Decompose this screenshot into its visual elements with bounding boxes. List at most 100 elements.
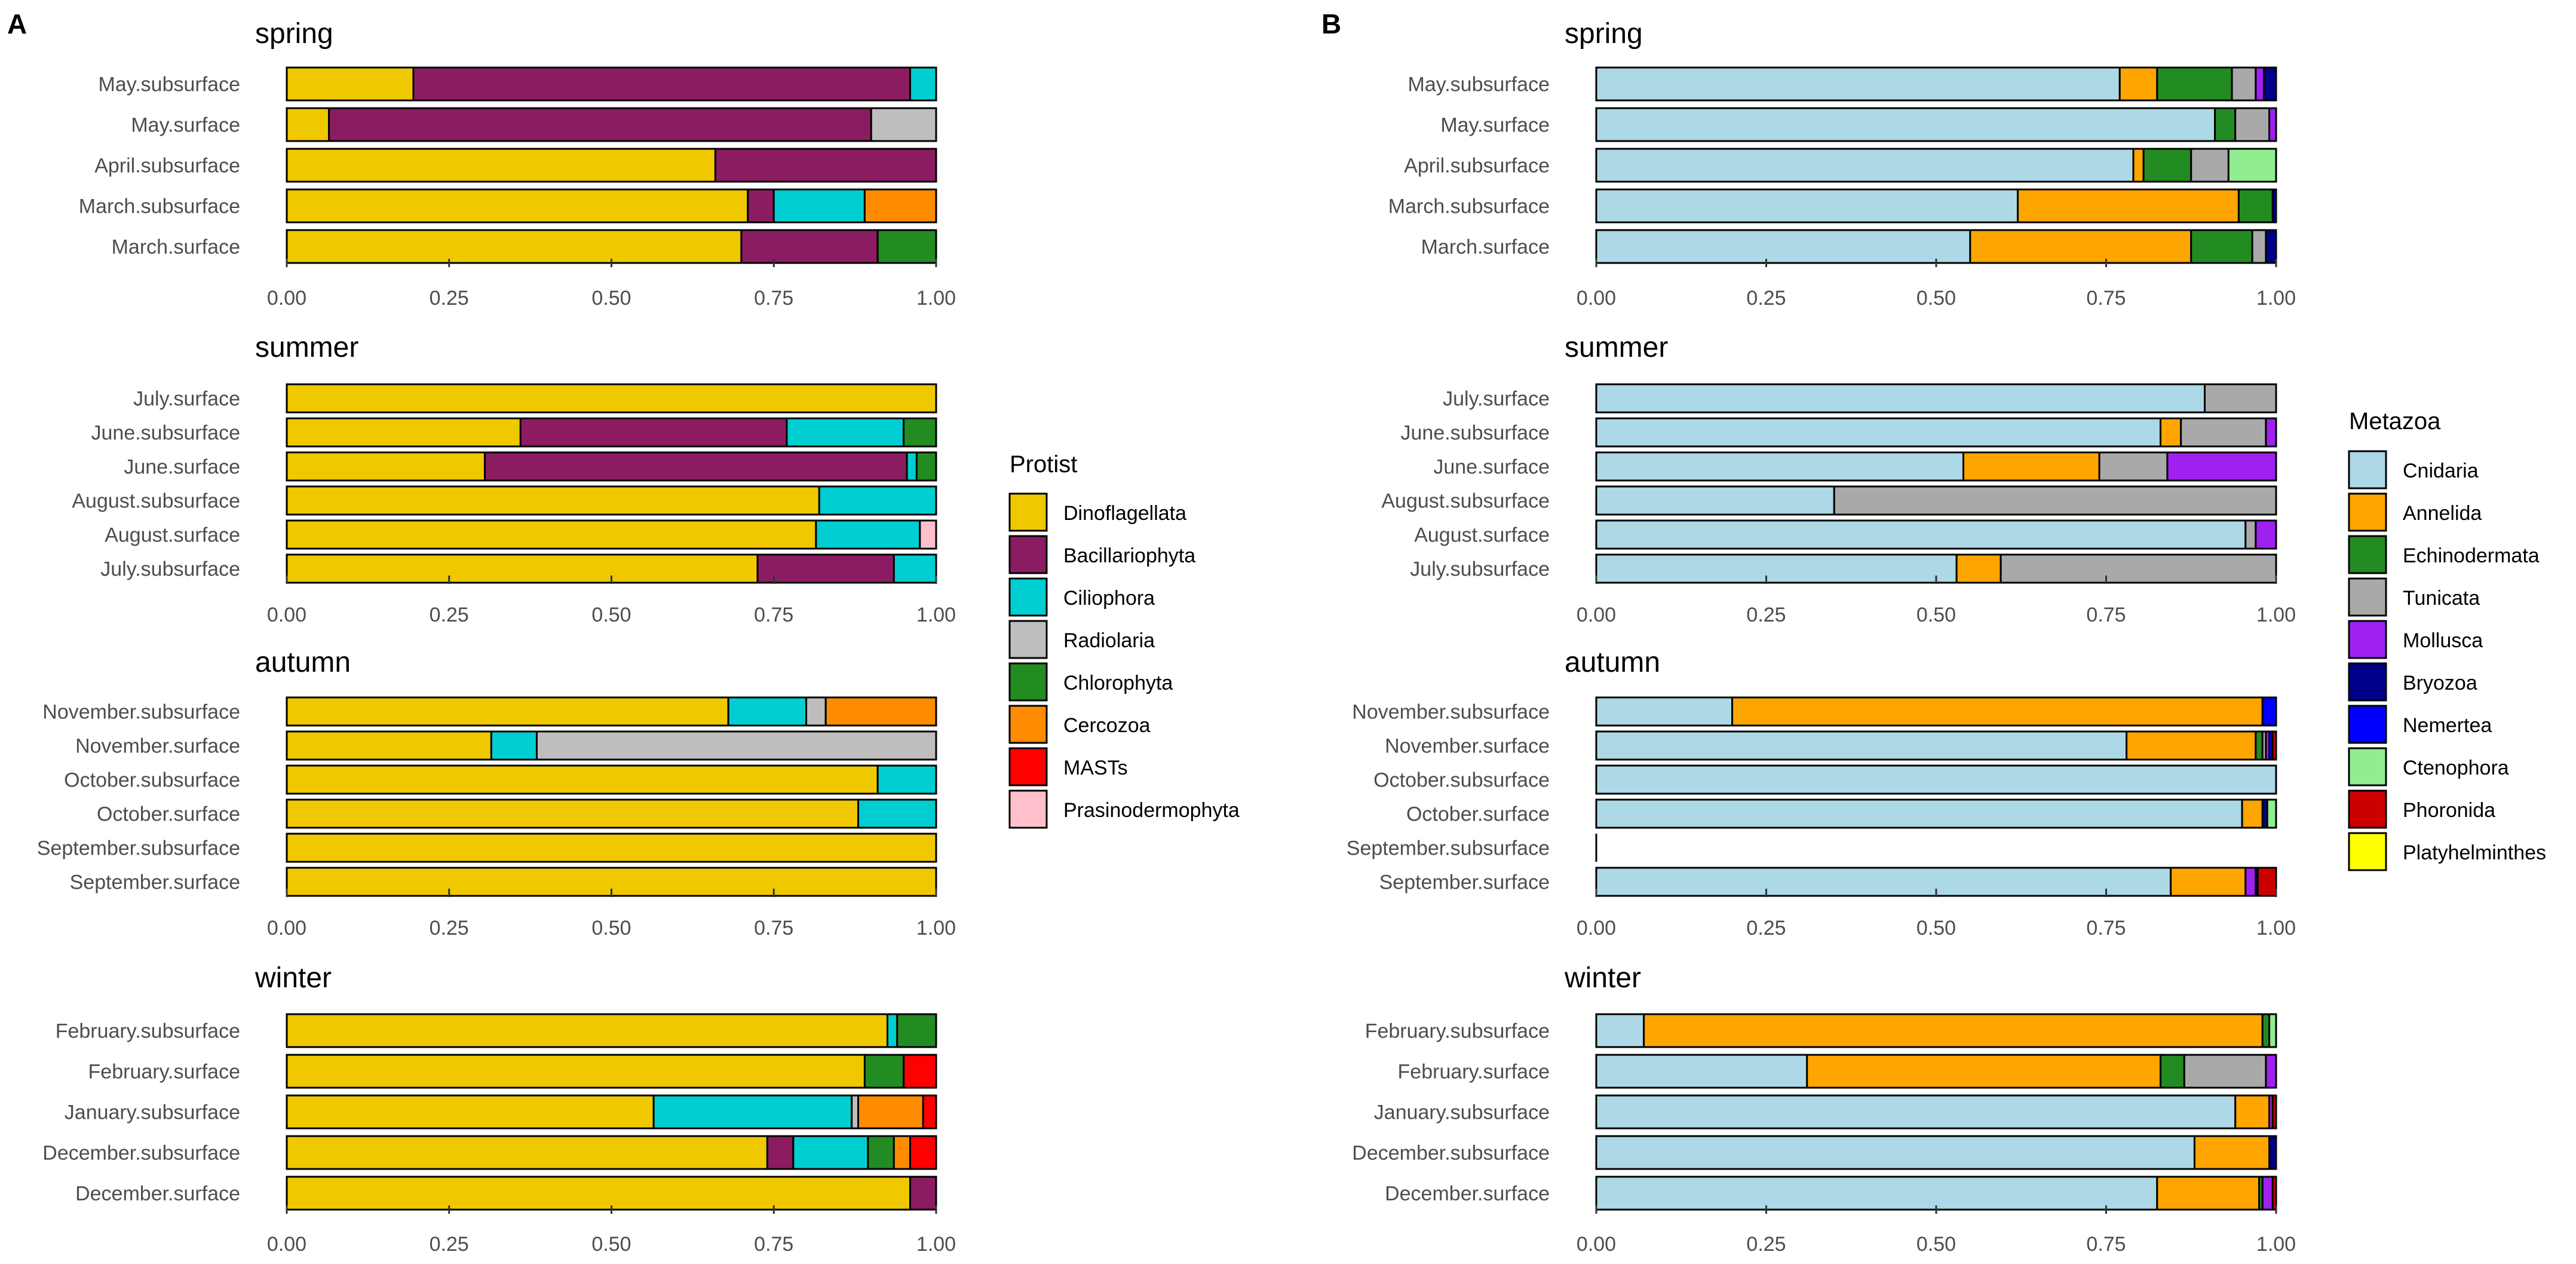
x-tick-label: 0.00 (1577, 917, 1616, 939)
bar-segment-annelida (2234, 1094, 2271, 1130)
x-tick-label: 0.25 (430, 287, 469, 310)
bar-segment-ciliophora (886, 1013, 898, 1048)
legend-swatch-platyhelminthes (2348, 832, 2387, 871)
bar-row-november-subsurface (1595, 696, 2277, 727)
bar-segment-ciliophora (792, 1135, 869, 1170)
bar-segment-cnidaria (1595, 229, 1971, 264)
bar-row-august-subsurface (286, 485, 937, 516)
bar-segment-bacillariophyta (740, 229, 879, 264)
bar-segment-dinoflagellata (286, 229, 743, 264)
chart-a-winter: winter February.subsurface February.surfac… (42, 962, 956, 1256)
bar-segment-annelida (2017, 188, 2240, 224)
legend-swatch-dinoflagellata (1008, 492, 1048, 532)
bar-segment-ciliophora (652, 1094, 853, 1130)
bar-segment-dinoflagellata (286, 485, 820, 516)
bar-segment-cnidaria (1595, 148, 2135, 183)
bar-segment-ctenophora (2227, 148, 2277, 183)
bar-segment-dinoflagellata (286, 730, 492, 761)
bar-segment-tunicata (2244, 519, 2257, 550)
y-tick-label: May.subsurface (1408, 74, 1550, 96)
bar-segment-dinoflagellata (286, 66, 415, 102)
y-tick-label: September.subsurface (37, 837, 240, 860)
legend-label-prasinodermophyta: Prasinodermophyta (1063, 799, 1240, 822)
bar-segment-tunicata (2204, 383, 2277, 414)
bar-segment-bacillariophyta (756, 553, 895, 584)
legend-label-ciliophora: Ciliophora (1063, 587, 1155, 610)
legend-protist: Protist Dinoflagellata Bacillariophyta Cili… (1008, 451, 1240, 829)
bar-segment-dinoflagellata (286, 1176, 912, 1211)
bar-segment-cnidaria (1595, 1094, 2237, 1130)
y-tick-label: January.subsurface (65, 1101, 240, 1124)
bar-segment-echinodermata (2190, 229, 2253, 264)
legend-label-cercozoa: Cercozoa (1063, 714, 1151, 737)
x-tick-label: 0.50 (1916, 604, 1956, 626)
chart-a-autumn: autumn November.subsurface November.surfac… (37, 647, 956, 939)
x-tick-label: 1.00 (916, 1233, 956, 1256)
x-tick-label: 0.75 (754, 287, 793, 310)
bar-segment-cnidaria (1595, 383, 2206, 414)
bar-segment-annelida (1731, 696, 2264, 727)
y-tick-label: December.subsurface (1352, 1142, 1550, 1165)
bar-row-february-subsurface (286, 1013, 937, 1048)
bar-row-july-subsurface (1595, 553, 2277, 584)
bar-segment-echinodermata (2142, 148, 2192, 183)
bar-row-june-subsurface (286, 417, 937, 448)
x-tick-label: 0.00 (267, 917, 306, 939)
bar-row-june-subsurface (1595, 417, 2277, 448)
bar-segment-annelida (2118, 66, 2158, 102)
y-tick-label: February.subsurface (56, 1020, 240, 1043)
legends-layer: Protist Dinoflagellata Bacillariophyta Cili… (1008, 408, 2546, 871)
bar-segment-ciliophora (727, 696, 808, 727)
x-tick-label: 0.00 (1577, 287, 1616, 310)
x-tick-label: 0.00 (267, 604, 306, 626)
bar-segment-bacillariophyta (484, 451, 908, 482)
bar-segment-dinoflagellata (286, 1135, 768, 1170)
bar-segment-ciliophora (906, 451, 918, 482)
y-tick-label: August.subsurface (72, 490, 240, 513)
bar-segment-mollusca (2244, 867, 2257, 897)
bar-segment-dinoflagellata (286, 451, 486, 482)
bar-segment-bryozoa (2271, 188, 2277, 224)
bar-segment-ciliophora (876, 764, 937, 795)
legend-label-tunicata: Tunicata (2403, 587, 2480, 610)
x-tick-label: 0.50 (1916, 287, 1956, 310)
bar-segment-tunicata (2098, 451, 2169, 482)
legend-swatch-masts (1008, 747, 1048, 786)
bar-segment-cercozoa (863, 188, 937, 224)
x-tick-label: 0.50 (591, 1233, 631, 1256)
x-tick-label: 0.50 (591, 604, 631, 626)
bar-segment-cnidaria (1595, 798, 2243, 829)
x-tick-label: 0.50 (1916, 1233, 1956, 1256)
bar-segment-dinoflagellata (286, 553, 759, 584)
bar-row-july-surface (286, 383, 937, 414)
bar-segment-mollusca (2265, 1054, 2277, 1089)
x-tick-label: 0.25 (1746, 604, 1786, 626)
bar-segment-annelida (2156, 1176, 2261, 1211)
y-tick-label: December.subsurface (42, 1142, 240, 1165)
legend-label-radiolaria: Radiolaria (1063, 629, 1155, 652)
x-tick-label: 0.75 (2086, 917, 2126, 939)
legend-swatch-mollusca (2348, 620, 2387, 659)
x-tick-label: 0.00 (1577, 604, 1616, 626)
chart-b-winter: winter February.subsurface February.surfac… (1352, 962, 2296, 1256)
bar-segment-bacillariophyta (747, 188, 775, 224)
x-tick-label: 1.00 (916, 604, 956, 626)
bar-segment-bryozoa (2263, 66, 2277, 102)
bar-row-january-subsurface (286, 1094, 937, 1130)
y-tick-label: May.surface (1440, 114, 1550, 137)
bar-segment-tunicata (2234, 107, 2271, 142)
bar-row-november-surface (286, 730, 937, 761)
bar-segment-bryozoa (2268, 1135, 2277, 1170)
bar-segment-annelida (2170, 867, 2247, 897)
x-tick-label: 0.75 (2086, 287, 2126, 310)
bar-segment-masts (922, 1094, 937, 1130)
chart-title: summer (255, 332, 358, 363)
bar-segment-annelida (2241, 798, 2264, 829)
legend-swatch-bacillariophyta (1008, 535, 1048, 574)
y-tick-label: November.subsurface (1352, 701, 1550, 724)
bar-segment-cnidaria (1595, 696, 1734, 727)
bar-row-august-subsurface (1595, 485, 2277, 516)
bar-row-february-surface (286, 1054, 937, 1089)
bar-segment-dinoflagellata (286, 833, 937, 863)
bar-segment-dinoflagellata (286, 1013, 888, 1048)
